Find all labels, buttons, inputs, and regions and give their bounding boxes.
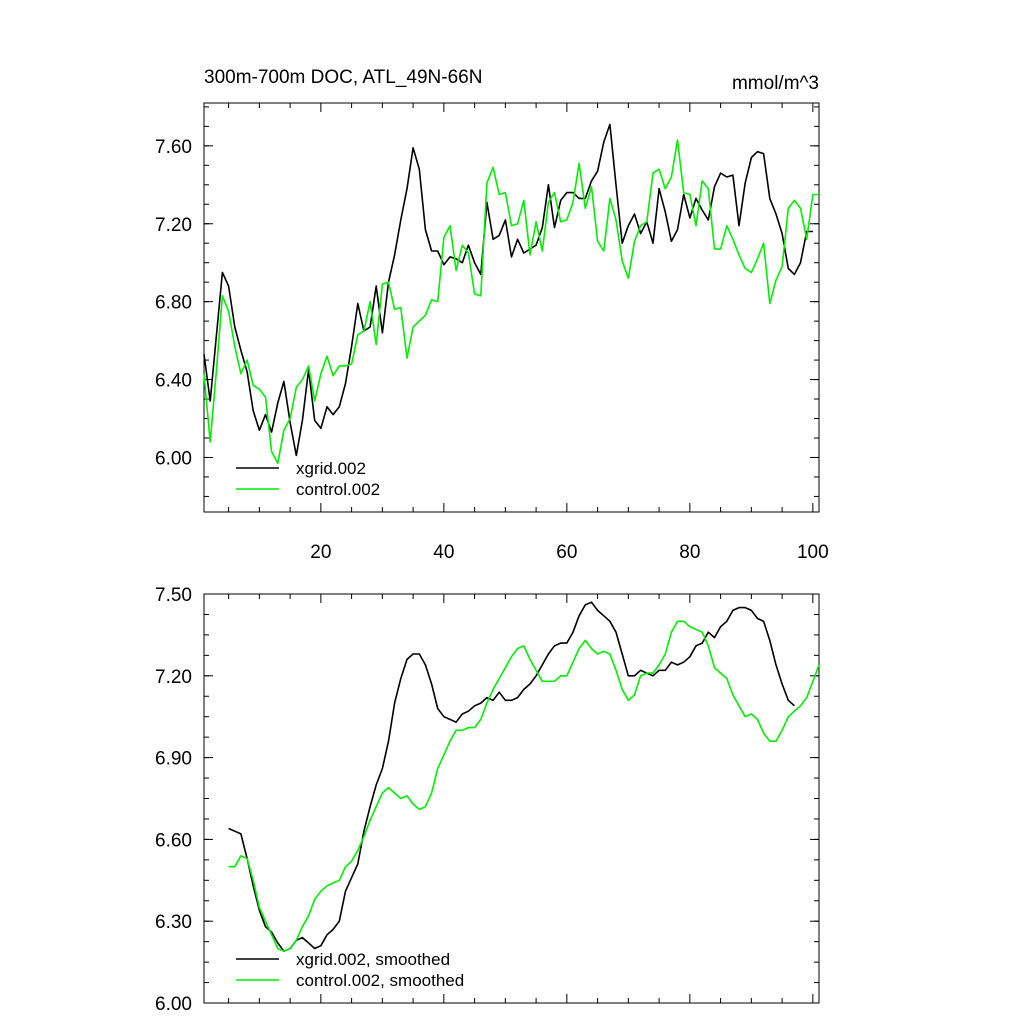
top-chart-title: 300m-700m DOC, ATL_49N-66N — [204, 67, 482, 88]
top-chart-units: mmol/m^3 — [732, 73, 819, 94]
x-tick-label: 60 — [556, 542, 577, 563]
y-tick-label: 7.20 — [155, 215, 192, 236]
legend-label: control.002, smoothed — [296, 971, 464, 990]
bottom-legend: xgrid.002, smoothed control.002, smoothed — [236, 950, 464, 990]
y-tick-label: 6.00 — [155, 994, 192, 1015]
y-tick-label: 7.60 — [155, 137, 192, 158]
y-tick-label: 6.90 — [155, 749, 192, 770]
y-tick-label: 7.20 — [155, 667, 192, 688]
x-tick-label: 100 — [797, 542, 829, 563]
bottom-x-axis — [228, 594, 814, 1003]
bottom-y-axis: 6.00 6.30 6.60 6.90 7.20 7.50 — [155, 585, 819, 1015]
series-line-xgrid-002-smoothed — [228, 601, 795, 953]
y-tick-label: 6.60 — [155, 830, 192, 851]
top-series-lines — [203, 123, 819, 465]
y-tick-label: 7.50 — [155, 585, 192, 606]
bottom-panel: 6.00 6.30 6.60 6.90 7.20 7.50 xgrid.002, smoo… — [155, 585, 820, 1015]
legend-label: xgrid.002, smoothed — [296, 950, 450, 969]
y-tick-label: 6.00 — [155, 448, 192, 469]
top-y-axis: 6.00 6.40 6.80 7.20 7.60 — [155, 106, 819, 497]
top-plot-frame — [203, 102, 820, 513]
y-tick-label: 6.30 — [155, 912, 192, 933]
y-tick-label: 6.80 — [155, 293, 192, 314]
series-line-control-002 — [203, 139, 819, 465]
y-tick-label: 6.40 — [155, 371, 192, 392]
x-tick-label: 40 — [433, 542, 454, 563]
top-legend: xgrid.002 control.002 — [236, 459, 380, 499]
bottom-series-lines — [228, 601, 820, 953]
series-line-xgrid-002 — [203, 123, 813, 457]
x-tick-label: 20 — [310, 542, 331, 563]
x-tick-label: 80 — [679, 542, 700, 563]
top-x-axis: 20 40 60 80 100 — [228, 103, 829, 563]
legend-label: control.002 — [296, 480, 380, 499]
top-panel: 6.00 6.40 6.80 7.20 7.60 20 40 60 80 100 300m-70… — [155, 67, 829, 563]
series-line-control-002-smoothed — [228, 620, 820, 953]
legend-label: xgrid.002 — [296, 459, 366, 478]
